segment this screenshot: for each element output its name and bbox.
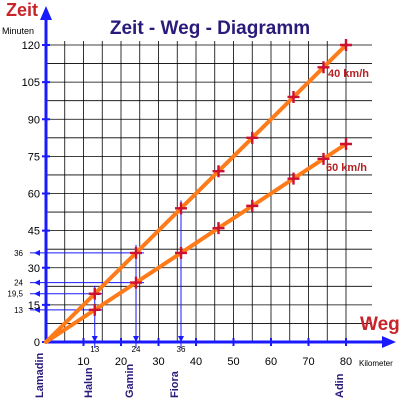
data-point-marker xyxy=(317,152,330,165)
data-point-marker xyxy=(340,138,352,150)
x-axis-title: Weg xyxy=(360,314,400,335)
data-point-marker xyxy=(317,61,330,74)
helper-value-label: 19,5 xyxy=(7,290,23,299)
data-point-marker xyxy=(287,172,300,185)
helper-value-label: 36 xyxy=(177,345,186,354)
helper-value-label: 24 xyxy=(132,345,141,354)
y-tick-label: 105 xyxy=(22,77,40,89)
arrow-left-icon xyxy=(34,306,40,313)
y-tick-label: 30 xyxy=(28,263,40,275)
y-tick-label: 0 xyxy=(34,337,40,349)
y-tick-label: 120 xyxy=(22,40,40,52)
arrow-left-icon xyxy=(34,290,40,297)
y-axis-unit: Minuten xyxy=(2,26,34,36)
data-point-marker xyxy=(212,222,225,235)
data-point-marker xyxy=(175,202,187,215)
data-point-marker xyxy=(340,39,352,51)
x-tick-label: 30 xyxy=(152,356,164,368)
x-tick-label: 60 xyxy=(265,356,277,368)
arrow-right-icon xyxy=(382,336,396,348)
y-axis-title: Zeit xyxy=(6,0,38,20)
helper-lines xyxy=(30,200,184,348)
data-point-marker xyxy=(88,303,101,316)
x-tick-label: 50 xyxy=(227,356,239,368)
series-label: 40 km/h xyxy=(328,68,369,80)
grid xyxy=(46,41,372,342)
helper-value-label: 13 xyxy=(90,345,99,354)
x-tick-label: 10 xyxy=(77,356,89,368)
helper-value-label: 36 xyxy=(14,249,23,258)
data-point-marker xyxy=(246,199,259,212)
place-label: Gamin xyxy=(124,363,136,398)
arrow-down-icon xyxy=(178,336,184,342)
arrow-down-icon xyxy=(91,336,98,342)
place-label: Fiora xyxy=(169,370,181,398)
y-tick-label: 75 xyxy=(28,151,40,163)
y-tick-label: 15 xyxy=(28,300,40,312)
y-tick-label: 45 xyxy=(28,226,40,238)
axes xyxy=(40,6,396,348)
x-tick-label: 70 xyxy=(302,356,314,368)
data-point-marker xyxy=(246,131,259,144)
arrow-left-icon xyxy=(34,249,40,256)
helper-value-label: 13 xyxy=(14,306,23,315)
y-tick-label: 90 xyxy=(28,114,40,126)
place-label: Lamadin xyxy=(34,352,46,398)
arrow-down-icon xyxy=(133,336,139,342)
place-label: Adin xyxy=(334,373,346,398)
data-point-marker xyxy=(130,276,142,289)
arrow-up-icon xyxy=(40,6,52,20)
helper-value-label: 24 xyxy=(14,279,23,288)
y-tick-label: 60 xyxy=(28,189,40,201)
tick-labels: 0 15 30 45 60 75 90 105 120 10 20 30 40 50 60 70 80 xyxy=(22,40,352,368)
x-axis-unit: Kilometer xyxy=(359,359,393,368)
data-point-marker xyxy=(130,246,142,259)
arrow-left-icon xyxy=(34,279,40,286)
chart-title: Zeit - Weg - Diagramm xyxy=(110,18,310,39)
series-lines xyxy=(44,39,352,344)
data-point-marker xyxy=(212,165,225,178)
series-label: 60 km/h xyxy=(326,162,367,174)
data-point-marker xyxy=(287,90,300,103)
place-label: Halun xyxy=(83,367,95,398)
x-tick-label: 20 xyxy=(115,356,127,368)
x-tick-label: 80 xyxy=(340,356,352,368)
x-tick-label: 40 xyxy=(190,356,202,368)
data-point-marker xyxy=(175,246,187,259)
labels: 40 km/h 60 km/h 36 24 19,5 13 13 24 36 Lamadin Hal… xyxy=(7,68,369,398)
data-point-marker xyxy=(88,287,101,300)
